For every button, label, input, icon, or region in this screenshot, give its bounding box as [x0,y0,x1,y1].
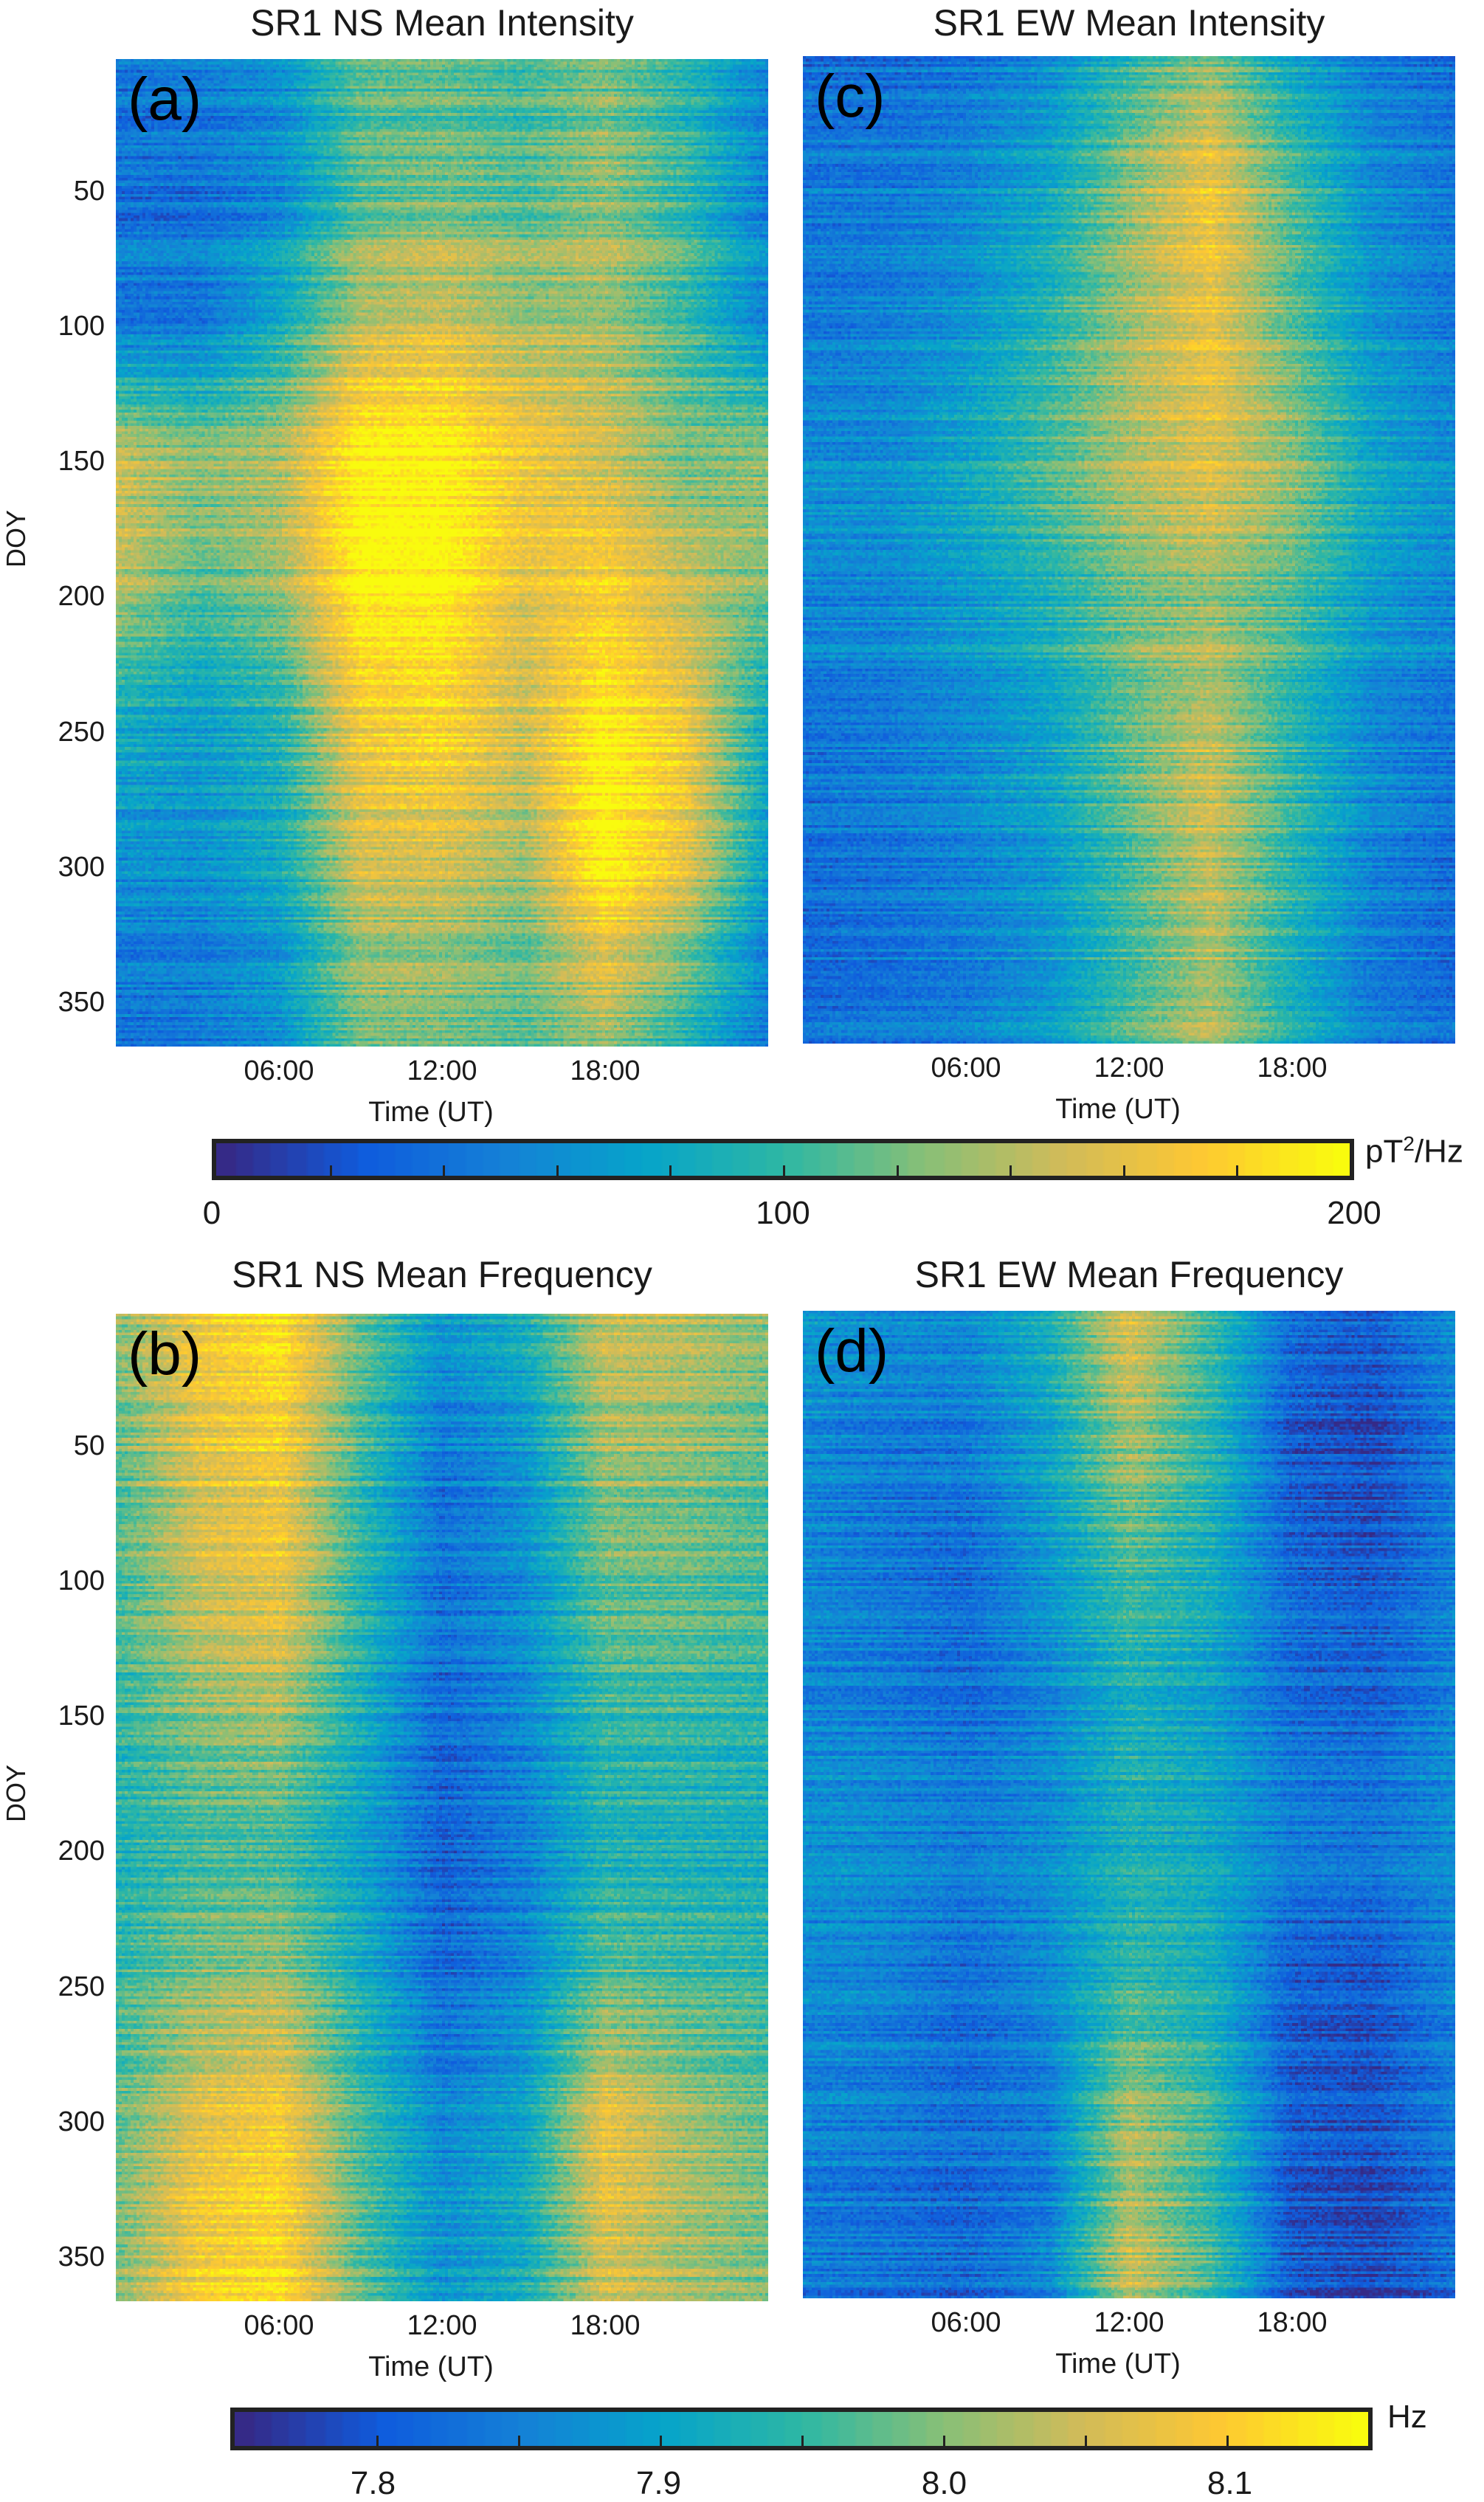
heatmap-panel-c: (c) [803,56,1455,1044]
colorbar-tick-frequency [1085,2436,1087,2446]
heatmap-d [803,1311,1455,2298]
heatmap-c [803,56,1455,1044]
x-tick-label-a: 18:00 [570,1055,641,1086]
heatmap-panel-b: (b) [116,1314,768,2301]
unit-sup: 2 [1403,1132,1415,1155]
colorbar-tick-intensity [329,1165,332,1176]
title-a: SR1 NS Mean Intensity [250,2,634,44]
heatmap-b [116,1314,768,2301]
colorbar-tick-frequency [1226,2436,1229,2446]
y-tick-label-b: 250 [58,1971,105,2002]
colorbar-tick-intensity [556,1165,559,1176]
title-d: SR1 EW Mean Frequency [914,1254,1344,1295]
y-tick-label-a: 50 [73,175,105,207]
colorbar-label-frequency: 7.8 [350,2465,396,2501]
colorbar-label-frequency: 7.9 [635,2465,682,2501]
y-tick-label-b: 200 [58,1836,105,1867]
x-tick-label-b: 12:00 [407,2310,477,2341]
colorbar-label-intensity: 200 [1327,1195,1381,1231]
x-tick-label-a: 06:00 [244,1055,314,1086]
panel-label-b: (b) [128,1320,202,1388]
title-b: SR1 NS Mean Frequency [232,1254,652,1295]
x-tick-label-c: 18:00 [1257,1052,1328,1083]
y-tick-label-a: 150 [58,446,105,478]
colorbar-tick-intensity [896,1165,899,1176]
colorbar-unit-intensity: pT2/Hz [1365,1132,1463,1171]
y-tick-label-a: 100 [58,310,105,342]
y-tick-label-b: 150 [58,1700,105,1732]
x-axis-label-b: Time (UT) [368,2351,494,2382]
colorbar-tick-frequency [518,2436,520,2446]
y-tick-label-b: 100 [58,1565,105,1596]
colorbar-tick-intensity [1122,1165,1125,1176]
title-c: SR1 EW Mean Intensity [933,2,1325,44]
panel-label-a: (a) [128,66,202,133]
x-tick-label-b: 18:00 [570,2310,641,2341]
heatmap-panel-d: (d) [803,1311,1455,2298]
y-tick-label-a: 200 [58,581,105,613]
y-tick-label-a: 300 [58,852,105,883]
y-axis-label-a: DOY [1,510,31,568]
x-tick-label-b: 06:00 [244,2310,314,2341]
colorbar-tick-intensity [443,1165,446,1176]
x-tick-label-d: 18:00 [1257,2307,1328,2338]
x-tick-label-d: 06:00 [931,2307,1001,2338]
y-tick-label-a: 350 [58,987,105,1019]
unit-prefix: pT [1365,1133,1404,1170]
colorbar-intensity [212,1139,1354,1180]
colorbar-label-intensity: 0 [202,1195,221,1231]
x-axis-label-d: Time (UT) [1055,2348,1181,2379]
colorbar-tick-frequency [801,2436,804,2446]
colorbar-tick-intensity [783,1165,785,1176]
unit-suffix: /Hz [1414,1133,1463,1170]
colorbar-tick-frequency [376,2436,379,2446]
y-tick-label-b: 350 [58,2241,105,2273]
x-tick-label-d: 12:00 [1094,2307,1164,2338]
colorbar-tick-intensity [669,1165,672,1176]
panel-label-c: (c) [815,63,886,130]
colorbar-label-intensity: 100 [756,1195,810,1231]
x-axis-label-c: Time (UT) [1055,1094,1181,1125]
heatmap-a [116,59,768,1047]
colorbar-label-frequency: 8.1 [1207,2465,1253,2501]
colorbar-tick-frequency [943,2436,945,2446]
panel-label-d: (d) [815,1317,889,1385]
x-tick-label-a: 12:00 [407,1055,477,1086]
y-tick-label-b: 300 [58,2106,105,2138]
x-tick-label-c: 06:00 [931,1052,1001,1083]
colorbar-label-frequency: 8.0 [921,2465,967,2501]
y-tick-label-a: 250 [58,716,105,748]
colorbar-tick-intensity [1236,1165,1239,1176]
x-tick-label-c: 12:00 [1094,1052,1164,1083]
heatmap-panel-a: (a) [116,59,768,1047]
colorbar-tick-frequency [660,2436,662,2446]
colorbar-tick-intensity [1010,1165,1012,1176]
colorbar-frequency [230,2408,1373,2450]
y-tick-label-b: 50 [73,1430,105,1461]
y-axis-label-b: DOY [1,1765,31,1823]
x-axis-label-a: Time (UT) [368,1097,494,1128]
colorbar-unit-frequency: Hz [1387,2399,1427,2435]
